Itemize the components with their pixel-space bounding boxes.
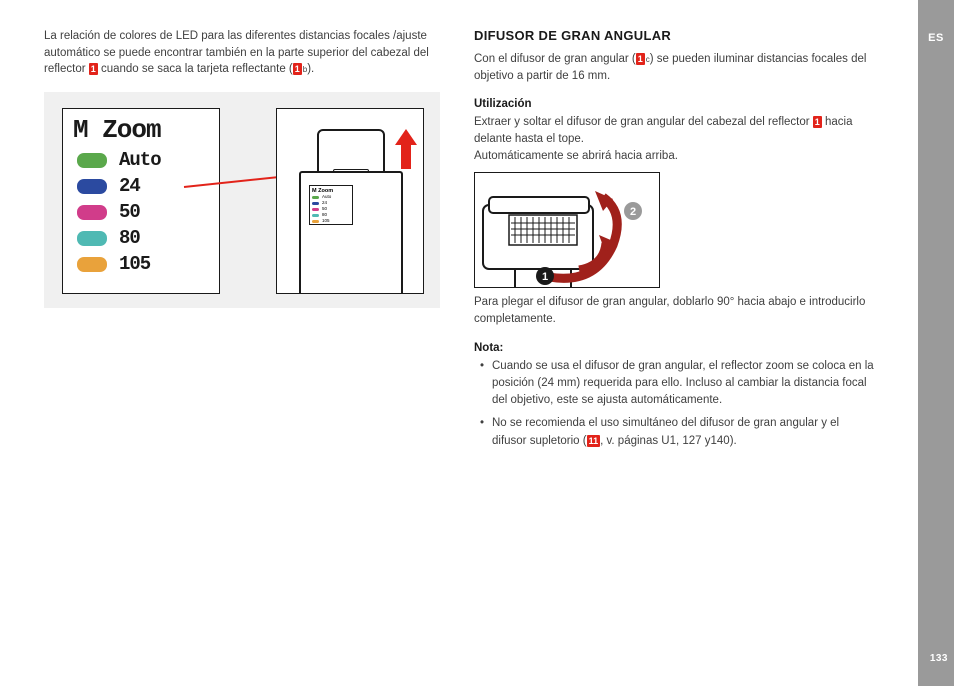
ref-1-util: 1 — [813, 116, 822, 128]
language-code: ES — [928, 32, 944, 44]
zoom-label: 105 — [119, 253, 150, 275]
mini-zoom-title: M Zoom — [312, 188, 350, 194]
mini-pill — [312, 220, 319, 224]
svg-text:2: 2 — [630, 206, 636, 218]
zoom-pill — [77, 231, 107, 246]
intro-text-b: cuando se saca la tarjeta reflectante ( — [98, 63, 293, 75]
nota-heading: Nota: — [474, 342, 876, 354]
p1: Con el difusor de gran angular (1c) se p… — [474, 51, 876, 84]
zoom-row: Auto — [73, 149, 209, 171]
mini-label: 105 — [322, 219, 330, 224]
zoom-diagram: M Zoom Auto245080105 M Zoom Auto24508010… — [44, 92, 440, 308]
ref-1c: 1 — [636, 53, 645, 65]
zoom-pill — [77, 153, 107, 168]
util-heading: Utilización — [474, 98, 876, 110]
mini-pill — [312, 202, 319, 206]
intro-text-c: ). — [307, 63, 314, 75]
intro-paragraph: La relación de colores de LED para las d… — [44, 28, 436, 78]
zoom-row: 80 — [73, 227, 209, 249]
mini-zoom-row: 80 — [312, 213, 350, 218]
mini-pill — [312, 208, 319, 212]
nota-item-2: No se recomienda el uso simultáneo del d… — [480, 415, 876, 450]
zoom-panel: M Zoom Auto 24 50 80 105 — [62, 108, 220, 294]
mini-zoom-panel: M Zoom Auto245080105 — [309, 185, 353, 225]
svg-text:1: 1 — [542, 271, 548, 283]
zoom-pill — [77, 257, 107, 272]
zoom-label: 80 — [119, 227, 140, 249]
diffuser-diagram: 1 2 — [474, 172, 660, 288]
section-heading: DIFUSOR DE GRAN ANGULAR — [474, 28, 876, 43]
diffuser-svg: 1 2 — [475, 173, 660, 288]
mini-zoom-row: 50 — [312, 207, 350, 212]
zoom-label: 50 — [119, 201, 140, 223]
mini-zoom-row: 24 — [312, 201, 350, 206]
ref-1b: 1 — [293, 63, 302, 75]
zoom-label: Auto — [119, 149, 161, 171]
zoom-label: 24 — [119, 175, 140, 197]
mini-zoom-row: Auto — [312, 195, 350, 200]
language-tab: ES 133 — [918, 0, 954, 686]
nota-item-1: Cuando se usa el difusor de gran angular… — [480, 358, 876, 410]
left-column: La relación de colores de LED para las d… — [0, 0, 456, 686]
right-column: DIFUSOR DE GRAN ANGULAR Con el difusor d… — [456, 0, 912, 686]
nota-list: Cuando se usa el difusor de gran angular… — [474, 358, 876, 450]
mini-zoom-row: 105 — [312, 219, 350, 224]
zoom-title: M Zoom — [73, 115, 209, 145]
after-diagram-p: Para plegar el difusor de gran angular, … — [474, 294, 876, 327]
arrow-up-icon — [393, 127, 419, 171]
ref-1: 1 — [89, 63, 98, 75]
mini-pill — [312, 196, 319, 200]
device-illustration: M Zoom Auto245080105 — [276, 108, 424, 294]
page-number: 133 — [930, 653, 948, 664]
zoom-pill — [77, 205, 107, 220]
zoom-pill — [77, 179, 107, 194]
mini-pill — [312, 214, 319, 218]
zoom-row: 50 — [73, 201, 209, 223]
util-p1: Extraer y soltar el difusor de gran angu… — [474, 114, 876, 147]
ref-11: 11 — [587, 435, 601, 447]
zoom-row: 105 — [73, 253, 209, 275]
util-p2: Automáticamente se abrirá hacia arriba. — [474, 148, 876, 165]
